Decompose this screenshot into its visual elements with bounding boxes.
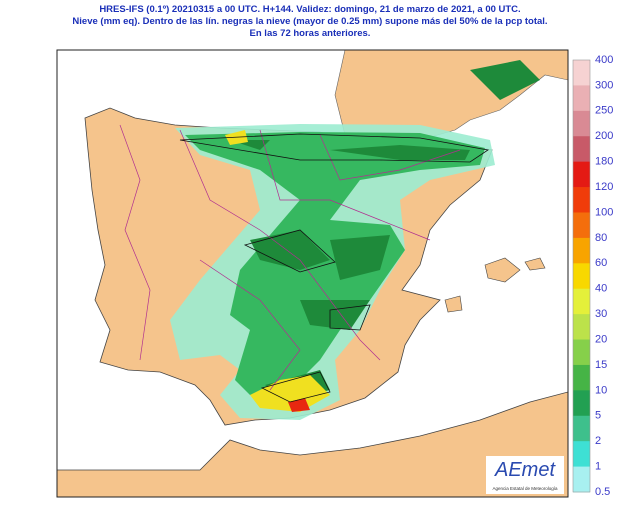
colorbar-label: 15 xyxy=(595,359,607,371)
borders xyxy=(119,124,461,391)
colorbar-label: 0.5 xyxy=(595,486,610,498)
colorbar-label: 80 xyxy=(595,232,607,244)
snow-contours xyxy=(179,133,490,403)
logo-subtitle: Agencia Estatal de Meteorología xyxy=(492,486,558,491)
colorbar-label: 180 xyxy=(595,156,613,168)
colorbar-label: 40 xyxy=(595,283,607,295)
title-line: Nieve (mm eq). Dentro de las lín. negras… xyxy=(72,16,547,27)
colorbar-label: 100 xyxy=(595,206,613,218)
colorbar-label: 60 xyxy=(595,257,607,269)
title-line: En las 72 horas anteriores. xyxy=(250,28,371,39)
colorbar-label: 20 xyxy=(595,333,607,345)
title-line: HRES-IFS (0.1º) 20210315 a 00 UTC. H+144… xyxy=(99,4,520,15)
logo-name: AEmet xyxy=(494,459,556,481)
colorbar-label: 120 xyxy=(595,181,613,193)
colorbar-cell xyxy=(573,339,590,366)
balearics xyxy=(444,257,546,313)
colorbar-label: 200 xyxy=(595,130,613,142)
colorbar: 400 300 250 200 180 120 100 80 60 40 30 20 15 10 5 2 1 0.… xyxy=(572,54,613,498)
map-frame xyxy=(56,49,569,498)
colorbar-label: 300 xyxy=(595,79,613,91)
colorbar-label: 1 xyxy=(595,460,601,472)
colorbar-cell xyxy=(573,85,590,112)
map: AEmet Agencia Estatal de Meteorología xyxy=(56,49,569,498)
africa xyxy=(57,391,568,497)
snow-heavy xyxy=(230,60,540,400)
colorbar-label: 5 xyxy=(595,410,601,422)
colorbar-cell xyxy=(573,263,590,290)
colorbar-cell xyxy=(573,466,590,493)
colorbar-cell xyxy=(573,288,590,315)
colorbar-cell xyxy=(573,110,590,137)
colorbar-frame xyxy=(572,59,591,493)
colorbar-label: 2 xyxy=(595,435,601,447)
colorbar-cell xyxy=(573,161,590,188)
colorbar-cell xyxy=(573,187,590,213)
colorbar-label: 10 xyxy=(595,384,607,396)
colorbar-cell xyxy=(573,212,590,239)
colorbar-cell xyxy=(573,60,590,86)
colorbar-cell xyxy=(573,314,590,341)
colorbar-label: 30 xyxy=(595,308,607,320)
colorbar-cell xyxy=(573,237,590,264)
snow-medium xyxy=(185,132,485,395)
logo-box xyxy=(486,456,564,494)
colorbar-cell xyxy=(573,136,590,163)
colorbar-cell xyxy=(573,390,590,417)
colorbar-label: 400 xyxy=(595,54,613,66)
colorbar-cell xyxy=(573,441,590,468)
colorbar-label: 250 xyxy=(595,105,613,117)
colorbar-cell xyxy=(573,415,590,442)
colorbar-cell xyxy=(573,364,590,391)
